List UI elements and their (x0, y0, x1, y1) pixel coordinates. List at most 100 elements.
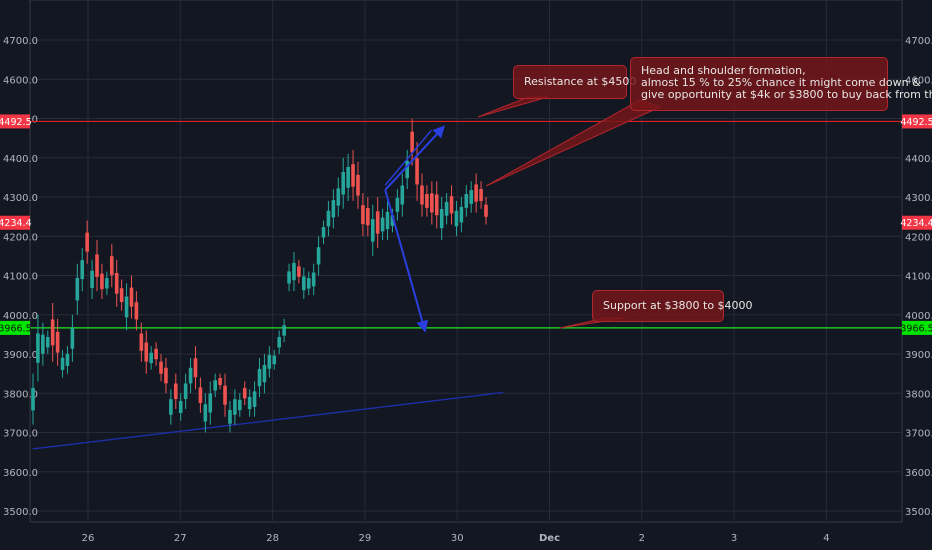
candle-body (183, 383, 188, 400)
candle-body (302, 276, 306, 291)
candle-body (346, 167, 350, 188)
y-tick-label: 3500.0 (3, 507, 38, 518)
price-badge (0, 114, 30, 129)
y-tick-label: 4000.0 (905, 311, 932, 322)
candle-body (282, 325, 286, 336)
candle-body (45, 337, 50, 348)
candle-body (415, 158, 419, 185)
candle-body (198, 387, 203, 403)
price-badge (902, 114, 932, 129)
head-shoulder-line-2: almost 15 % to 25% chance it might come … (641, 76, 921, 89)
resistance-pointer (477, 96, 549, 118)
y-tick-label: 3600.0 (3, 468, 38, 479)
support-callout[interactable]: Support at $3800 to $4000 (592, 290, 753, 322)
candle-body (375, 211, 380, 234)
y-tick-label: 4400.0 (3, 154, 38, 165)
candle-body (188, 367, 193, 384)
candle-body (484, 204, 488, 217)
candle-body (36, 333, 40, 363)
candle-body (173, 383, 178, 400)
y-tick-label: 4100.0 (3, 272, 38, 283)
y-tick-label: 3700.0 (905, 429, 932, 440)
candle-body (100, 273, 104, 290)
candle-body (331, 200, 336, 218)
candle-body (144, 342, 149, 362)
price-badge-label: 4234.4 (900, 218, 932, 229)
candle-body (454, 210, 459, 227)
price-badge-label: 4234.4 (0, 218, 32, 229)
candle-body (474, 184, 478, 202)
candle-body (109, 256, 114, 276)
projection-arrow (384, 125, 445, 191)
candle-body (479, 188, 483, 202)
y-tick-label: 3900.0 (3, 350, 38, 361)
candle-body (326, 210, 331, 227)
candle-body (272, 355, 277, 365)
head-shoulder-pointer (485, 99, 662, 187)
candle-body (380, 217, 385, 232)
x-tick-label: 4 (823, 533, 829, 544)
candle-body (252, 391, 257, 407)
candle-body (297, 266, 301, 277)
x-tick-label: 30 (451, 533, 464, 544)
candle-body (351, 164, 355, 187)
x-tick-label: 26 (82, 533, 95, 544)
price-badge (0, 215, 30, 230)
candle-body (306, 278, 311, 289)
y-tick-label: 4200.0 (905, 232, 932, 243)
candle-body (247, 397, 252, 410)
candle-body (400, 185, 405, 205)
candle-body (316, 247, 321, 265)
y-tick-label: 3800.0 (905, 389, 932, 400)
x-tick-label: 2 (639, 533, 645, 544)
y-tick-label: 4000.0 (3, 311, 38, 322)
candle-body (267, 354, 272, 369)
resistance-callout[interactable]: Resistance at $4500 (513, 65, 637, 99)
x-tick-label: 28 (266, 533, 279, 544)
y-tick-label: 3700.0 (3, 429, 38, 440)
y-tick-label: 3500.0 (905, 507, 932, 518)
y-tick-label: 4600.0 (3, 75, 38, 86)
candle-body (129, 287, 134, 307)
candle-body (341, 172, 346, 195)
candle-body (370, 219, 375, 242)
y-tick-label: 4300.0 (3, 193, 38, 204)
candle-body (218, 378, 222, 385)
candle-body (134, 302, 139, 320)
head-shoulder-line-1: Head and shoulder formation, (641, 64, 806, 77)
key-level-lines[interactable] (30, 120, 902, 329)
candle-body (65, 353, 70, 366)
projection-arrows[interactable] (384, 125, 445, 333)
x-tick-label: 3 (731, 533, 737, 544)
candle-body (55, 331, 60, 353)
y-tick-label: 4400.0 (905, 154, 932, 165)
resistance-callout-text: Resistance at $4500 (524, 75, 637, 88)
candle-body (390, 215, 395, 226)
price-badge-label: 4492.5 (0, 117, 32, 128)
x-tick-label: Dec (539, 533, 560, 544)
y-tick-label: 4700.0 (905, 36, 932, 47)
y-tick-label: 3900.0 (905, 350, 932, 361)
plot-border (29, 0, 903, 523)
candle-body (405, 160, 410, 179)
candle-body (90, 270, 94, 289)
candle-body (164, 367, 168, 384)
candle-body (119, 288, 124, 303)
candle-body (242, 388, 247, 399)
candle-body (228, 409, 232, 424)
price-badges: 4492.5 4492.5 4234.4 4234.4 3966.5 3966.5 (0, 114, 932, 335)
candle-body (361, 205, 365, 225)
candle-body (223, 385, 227, 405)
head-shoulder-line-3: give opportunity at $4k or $3800 to buy … (641, 88, 932, 101)
candle-body (178, 400, 183, 414)
candle-body (70, 327, 75, 349)
trend-lines[interactable] (32, 391, 504, 450)
candle-body (208, 393, 213, 413)
candle-body (114, 272, 119, 294)
projection-arrow (384, 189, 429, 333)
candle-body (124, 296, 129, 318)
candle-body (203, 404, 208, 422)
head-shoulder-callout[interactable]: Head and shoulder formation, almost 15 %… (630, 57, 932, 111)
price-badge (902, 215, 932, 230)
